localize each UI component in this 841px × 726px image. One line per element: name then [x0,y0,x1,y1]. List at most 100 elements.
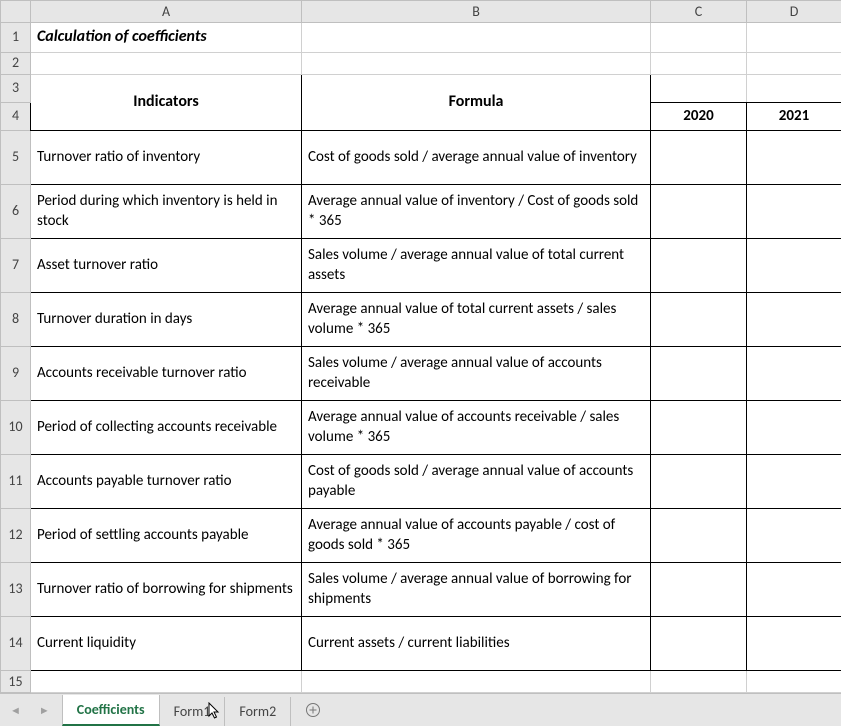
row-header-7[interactable]: 7 [1,239,31,293]
cell-D15[interactable] [747,671,841,693]
formula-text: Sales volume / average annual value of a… [302,350,650,397]
header-year-2021[interactable]: 2021 [747,102,841,131]
cell-A6[interactable]: Period during which inventory is held in… [31,185,302,239]
cell-C1[interactable] [651,23,747,53]
row-12: 12 Period of settling accounts payable A… [1,509,841,563]
cell-C5[interactable] [651,131,747,185]
formula-text: Current assets / current liabilities [302,630,650,658]
add-sheet-button[interactable] [291,694,335,726]
cell-D2[interactable] [747,52,841,74]
row-header-12[interactable]: 12 [1,509,31,563]
cell-B10[interactable]: Average annual value of accounts receiva… [302,401,651,455]
header-formula[interactable]: Formula [302,74,651,131]
cell-C6[interactable] [651,185,747,239]
row-header-8[interactable]: 8 [1,293,31,347]
sheet-tab-coefficients[interactable]: Coefficients [62,695,160,726]
sheet-tab-form2[interactable]: Form2 [225,697,291,726]
cell-D9[interactable] [747,347,841,401]
header-year-2020[interactable]: 2020 [651,102,747,131]
cell-B11[interactable]: Cost of goods sold / average annual valu… [302,455,651,509]
sheet-tab-label: Coefficients [77,701,145,718]
nav-prev-icon[interactable]: ◄ [10,704,21,717]
cell-B12[interactable]: Average annual value of accounts payable… [302,509,651,563]
cell-A12[interactable]: Period of settling accounts payable [31,509,302,563]
row-14: 14 Current liquidity Current assets / cu… [1,617,841,671]
cell-A10[interactable]: Period of collecting accounts receivable [31,401,302,455]
cell-C9[interactable] [651,347,747,401]
formula-text: Average annual value of total current as… [302,296,650,343]
cell-A9[interactable]: Accounts receivable turnover ratio [31,347,302,401]
cell-D12[interactable] [747,509,841,563]
cell-C8[interactable] [651,293,747,347]
cell-A11[interactable]: Accounts payable turnover ratio [31,455,302,509]
cell-D13[interactable] [747,563,841,617]
cell-D3[interactable] [747,74,841,102]
cell-A2[interactable] [31,52,302,74]
sheet-tab-form1[interactable]: Form1 [160,697,226,726]
cell-B7[interactable]: Sales volume / average annual value of t… [302,239,651,293]
header-indicators[interactable]: Indicators [31,74,302,131]
cell-A13[interactable]: Turnover ratio of borrowing for shipment… [31,563,302,617]
formula-text: Average annual value of accounts receiva… [302,404,650,451]
row-3: 3 Indicators Formula [1,74,841,102]
cell-B5[interactable]: Cost of goods sold / average annual valu… [302,131,651,185]
cell-A8[interactable]: Turnover duration in days [31,293,302,347]
nav-next-icon[interactable]: ► [39,704,50,717]
column-header-A[interactable]: A [31,1,302,23]
select-all-corner[interactable] [1,1,31,23]
cell-B8[interactable]: Average annual value of total current as… [302,293,651,347]
cell-B13[interactable]: Sales volume / average annual value of b… [302,563,651,617]
indicator-label: Turnover ratio of inventory [31,144,301,172]
row-header-15[interactable]: 15 [1,671,31,693]
cell-D5[interactable] [747,131,841,185]
column-header-D[interactable]: D [747,1,841,23]
indicator-label: Period of settling accounts payable [31,522,301,550]
cell-D14[interactable] [747,617,841,671]
cell-B9[interactable]: Sales volume / average annual value of a… [302,347,651,401]
spreadsheet-grid[interactable]: A B C D 1 Calculation of coefficients 2 … [0,0,841,693]
row-header-4[interactable]: 4 [1,102,31,131]
column-header-C[interactable]: C [651,1,747,23]
row-header-13[interactable]: 13 [1,563,31,617]
row-7: 7 Asset turnover ratio Sales volume / av… [1,239,841,293]
cell-D7[interactable] [747,239,841,293]
row-header-9[interactable]: 9 [1,347,31,401]
cell-B6[interactable]: Average annual value of inventory / Cost… [302,185,651,239]
cell-C11[interactable] [651,455,747,509]
cell-B2[interactable] [302,52,651,74]
indicator-label: Asset turnover ratio [31,252,301,280]
cell-D8[interactable] [747,293,841,347]
row-header-11[interactable]: 11 [1,455,31,509]
cell-C12[interactable] [651,509,747,563]
cell-C2[interactable] [651,52,747,74]
column-header-B[interactable]: B [302,1,651,23]
cell-B15[interactable] [302,671,651,693]
cell-C10[interactable] [651,401,747,455]
row-header-2[interactable]: 2 [1,52,31,74]
cell-C7[interactable] [651,239,747,293]
cell-A14[interactable]: Current liquidity [31,617,302,671]
cell-D1[interactable] [747,23,841,53]
cell-B1[interactable] [302,23,651,53]
cell-C3[interactable] [651,74,747,102]
row-header-1[interactable]: 1 [1,23,31,53]
cell-A1[interactable]: Calculation of coefficients [31,23,302,53]
column-header-row: A B C D [1,1,841,23]
row-header-10[interactable]: 10 [1,401,31,455]
row-header-6[interactable]: 6 [1,185,31,239]
row-header-14[interactable]: 14 [1,617,31,671]
row-header-3[interactable]: 3 [1,74,31,102]
cell-C13[interactable] [651,563,747,617]
cell-C15[interactable] [651,671,747,693]
cell-C14[interactable] [651,617,747,671]
row-15: 15 [1,671,841,693]
cell-D10[interactable] [747,401,841,455]
cell-A15[interactable] [31,671,302,693]
cell-D6[interactable] [747,185,841,239]
cell-A7[interactable]: Asset turnover ratio [31,239,302,293]
cell-D11[interactable] [747,455,841,509]
cell-A5[interactable]: Turnover ratio of inventory [31,131,302,185]
row-header-5[interactable]: 5 [1,131,31,185]
cell-B14[interactable]: Current assets / current liabilities [302,617,651,671]
row-2: 2 [1,52,841,74]
